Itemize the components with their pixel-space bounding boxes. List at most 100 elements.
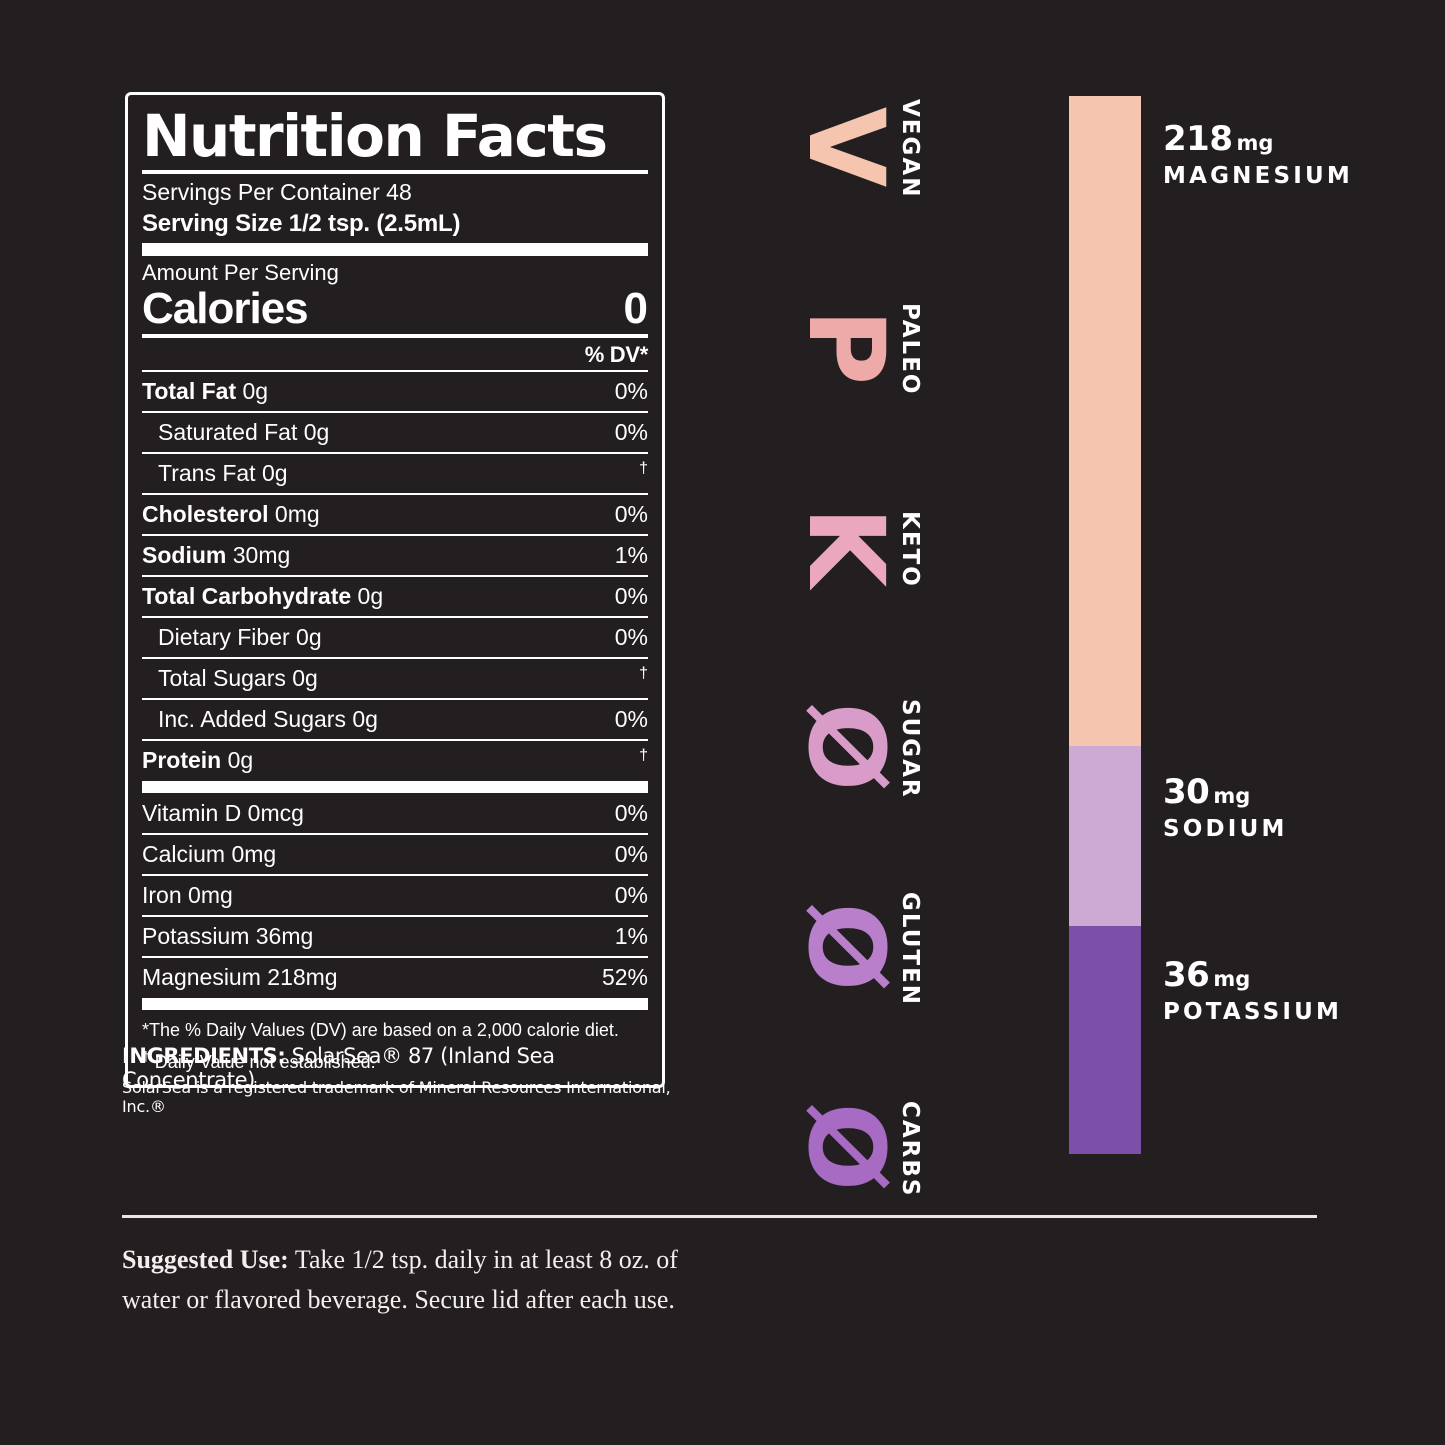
- divider: [142, 492, 648, 495]
- nutrition-facts-panel: Nutrition Facts Servings Per Container 4…: [125, 92, 665, 1088]
- micronutrient-daily-value: 0%: [614, 799, 648, 826]
- callout-name: POTASSIUM: [1163, 999, 1343, 1025]
- suggested-use: Suggested Use: Take 1/2 tsp. daily in at…: [122, 1240, 682, 1319]
- divider: [142, 533, 648, 536]
- mineral-bar-chart: [1069, 96, 1141, 1156]
- nutrient-daily-value: 0%: [614, 705, 648, 732]
- nutrient-name: Total Sugars 0g: [158, 664, 318, 691]
- servings-per-container: Servings Per Container 48: [142, 179, 412, 206]
- callout-potassium: 36 mg POTASSIUM: [1163, 958, 1342, 1025]
- footnote-not-established-text: Daily Value not established.: [149, 1052, 376, 1073]
- nutrient-name: Inc. Added Sugars 0g: [158, 705, 378, 732]
- divider: [142, 997, 648, 1010]
- footnote-not-established: † Daily Value not established.: [142, 1042, 648, 1074]
- table-row: Magnesium 218mg 52%: [142, 960, 648, 995]
- footnote-daily-values: *The % Daily Values (DV) are based on a …: [142, 1019, 619, 1040]
- badge-label: SUGAR: [897, 699, 923, 799]
- no-carbs-icon: Ø: [785, 1102, 907, 1192]
- no-sugar-icon: Ø: [785, 702, 907, 792]
- divider: [142, 615, 648, 618]
- divider: [142, 574, 648, 577]
- micronutrient-name: Vitamin D 0mcg: [142, 799, 304, 826]
- calories-label: Calories: [142, 283, 309, 333]
- serving-size: Serving Size 1/2 tsp. (2.5mL): [142, 209, 461, 237]
- badge-vegan: V VEGAN: [785, 92, 965, 212]
- nutrient-name: Total Fat 0g: [142, 377, 269, 404]
- nutrient-name: Protein 0g: [142, 746, 254, 773]
- badge-label: PALEO: [897, 302, 923, 396]
- badge-sugar: Ø SUGAR: [785, 692, 965, 812]
- table-row: Dietary Fiber 0g 0%: [142, 620, 648, 655]
- divider: [142, 955, 648, 958]
- ingredients-label: INGREDIENTS:: [122, 1044, 286, 1068]
- ingredients-text: SolarSea® 87 (Inland Sea Concentrate): [122, 1044, 555, 1092]
- callout-name: SODIUM: [1163, 816, 1288, 842]
- page-title: Nutrition Facts: [142, 102, 608, 170]
- callout-amount: 218 mg: [1163, 119, 1274, 159]
- badge-paleo: P PALEO: [785, 292, 965, 412]
- nutrient-name: Cholesterol 0mg: [142, 500, 320, 527]
- badge-label: KETO: [897, 510, 923, 588]
- diet-badges: V VEGAN P PALEO K KETO Ø SUGAR Ø GLUTEN Ø CARBS: [785, 92, 965, 1197]
- micronutrient-name: Iron 0mg: [142, 881, 233, 908]
- keto-icon: K: [785, 506, 907, 588]
- nutrient-daily-value: †: [639, 459, 648, 477]
- daily-value-header: % DV*: [584, 341, 649, 367]
- micronutrient-daily-value: 52%: [601, 963, 648, 990]
- nutrient-daily-value: 0%: [614, 582, 648, 609]
- table-row: Protein 0g †: [142, 743, 648, 778]
- divider: [142, 656, 648, 659]
- bar-segment-potassium: [1069, 926, 1141, 1154]
- nutrient-daily-value: †: [639, 746, 648, 764]
- badge-label: CARBS: [897, 1100, 923, 1198]
- trademark-notice: SolarSea is a registered trademark of Mi…: [122, 1078, 671, 1116]
- table-row: Cholesterol 0mg 0%: [142, 497, 648, 532]
- divider: [142, 780, 648, 793]
- table-row: Trans Fat 0g †: [142, 456, 648, 491]
- bar-segment-sodium: [1069, 746, 1141, 926]
- amount-per-serving: Amount Per Serving: [142, 260, 339, 286]
- callout-sodium: 30 mg SODIUM: [1163, 775, 1288, 842]
- suggested-use-label: Suggested Use:: [122, 1245, 289, 1274]
- micronutrient-name: Calcium 0mg: [142, 840, 277, 867]
- table-row: Potassium 36mg 1%: [142, 919, 648, 954]
- nutrient-daily-value: 0%: [614, 623, 648, 650]
- divider: [142, 333, 648, 338]
- micronutrient-daily-value: 0%: [614, 881, 648, 908]
- nutrient-rows: Total Fat 0g 0% Saturated Fat 0g 0% Trans Fa…: [142, 374, 648, 778]
- divider: [142, 914, 648, 917]
- dagger-icon: †: [142, 1048, 150, 1065]
- vegan-icon: V: [785, 106, 907, 188]
- micronutrient-name: Potassium 36mg: [142, 922, 314, 949]
- divider: [142, 832, 648, 835]
- badge-label: GLUTEN: [897, 891, 923, 1007]
- divider: [142, 738, 648, 741]
- divider: [142, 873, 648, 876]
- ingredients-line: INGREDIENTS: SolarSea® 87 (Inland Sea Co…: [122, 1044, 692, 1092]
- nutrient-name: Total Carbohydrate 0g: [142, 582, 384, 609]
- nutrient-daily-value: 0%: [614, 377, 648, 404]
- divider: [142, 369, 648, 372]
- micronutrient-daily-value: 1%: [614, 922, 648, 949]
- micronutrient-daily-value: 0%: [614, 840, 648, 867]
- calories-row: Calories 0: [142, 283, 648, 333]
- nutrient-name: Trans Fat 0g: [158, 459, 288, 486]
- callout-unit: mg: [1213, 967, 1251, 991]
- section-divider: [122, 1215, 1317, 1218]
- nutrient-daily-value: 1%: [614, 541, 648, 568]
- nutrient-daily-value: 0%: [614, 500, 648, 527]
- table-row: Iron 0mg 0%: [142, 878, 648, 913]
- nutrient-daily-value: 0%: [614, 418, 648, 445]
- calories-value: 0: [623, 283, 648, 333]
- nutrient-name: Dietary Fiber 0g: [158, 623, 322, 650]
- divider: [142, 697, 648, 700]
- nutrient-name: Sodium 30mg: [142, 541, 291, 568]
- table-row: Sodium 30mg 1%: [142, 538, 648, 573]
- table-row: Inc. Added Sugars 0g 0%: [142, 702, 648, 737]
- table-row: Total Fat 0g 0%: [142, 374, 648, 409]
- badge-carbs: Ø CARBS: [785, 1092, 965, 1212]
- table-row: Vitamin D 0mcg 0%: [142, 796, 648, 831]
- nutrient-name: Saturated Fat 0g: [158, 418, 330, 445]
- callout-magnesium: 218 mg MAGNESIUM: [1163, 122, 1353, 189]
